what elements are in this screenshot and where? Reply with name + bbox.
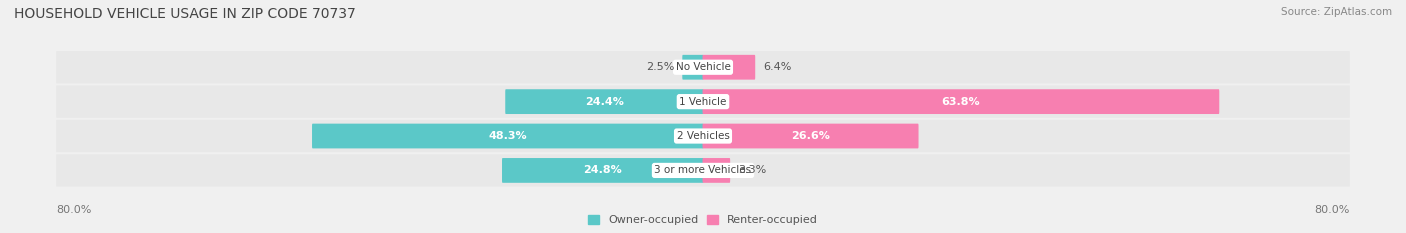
Legend: Owner-occupied, Renter-occupied: Owner-occupied, Renter-occupied xyxy=(588,215,818,225)
Text: 24.8%: 24.8% xyxy=(583,165,621,175)
FancyBboxPatch shape xyxy=(56,86,1350,118)
Text: 48.3%: 48.3% xyxy=(488,131,527,141)
Text: 3 or more Vehicles: 3 or more Vehicles xyxy=(654,165,752,175)
FancyBboxPatch shape xyxy=(56,120,1350,152)
FancyBboxPatch shape xyxy=(56,51,1350,83)
Text: HOUSEHOLD VEHICLE USAGE IN ZIP CODE 70737: HOUSEHOLD VEHICLE USAGE IN ZIP CODE 7073… xyxy=(14,7,356,21)
FancyBboxPatch shape xyxy=(703,124,918,148)
FancyBboxPatch shape xyxy=(703,89,1219,114)
Text: No Vehicle: No Vehicle xyxy=(675,62,731,72)
Text: 63.8%: 63.8% xyxy=(942,97,980,107)
FancyBboxPatch shape xyxy=(56,154,1350,187)
FancyBboxPatch shape xyxy=(703,55,755,80)
Text: 6.4%: 6.4% xyxy=(763,62,792,72)
Text: 2.5%: 2.5% xyxy=(647,62,675,72)
FancyBboxPatch shape xyxy=(505,89,703,114)
Text: 3.3%: 3.3% xyxy=(738,165,766,175)
Text: 80.0%: 80.0% xyxy=(1315,205,1350,215)
Text: Source: ZipAtlas.com: Source: ZipAtlas.com xyxy=(1281,7,1392,17)
FancyBboxPatch shape xyxy=(312,124,703,148)
FancyBboxPatch shape xyxy=(682,55,703,80)
Text: 1 Vehicle: 1 Vehicle xyxy=(679,97,727,107)
Text: 2 Vehicles: 2 Vehicles xyxy=(676,131,730,141)
FancyBboxPatch shape xyxy=(502,158,703,183)
Text: 24.4%: 24.4% xyxy=(585,97,624,107)
Text: 26.6%: 26.6% xyxy=(792,131,830,141)
Text: 80.0%: 80.0% xyxy=(56,205,91,215)
FancyBboxPatch shape xyxy=(703,158,730,183)
